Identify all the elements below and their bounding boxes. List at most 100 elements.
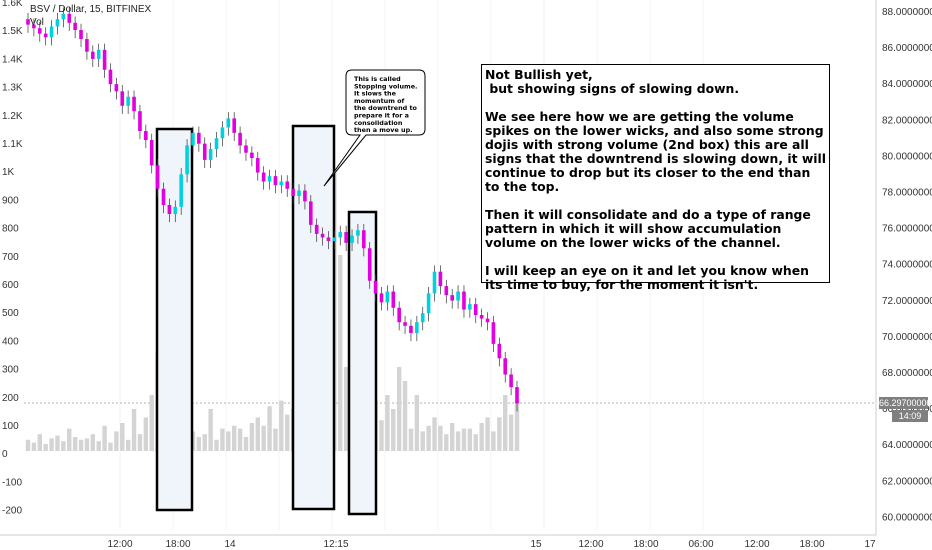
left-axis: 1.6K 1.5K 1.4K 1.3K 1.2K 1.1K 1K 900 800 700 600 50… <box>2 0 23 517</box>
volume-bar <box>249 423 255 451</box>
time-tick-label: 12:00 <box>744 539 769 550</box>
time-axis: 12:00 18:00 14 12:15 15 12:00 18:00 06:00 12:00 1… <box>107 539 876 550</box>
volume-bar <box>285 414 290 451</box>
volume-bar <box>485 417 490 451</box>
right-axis: 88.00000000 86.00000000 84.00000000 82.0000… <box>882 7 932 523</box>
volume-bar <box>273 428 278 451</box>
candle-body <box>191 132 195 146</box>
price-series <box>26 7 519 412</box>
candle-body <box>179 174 183 207</box>
volume-bar <box>232 425 237 451</box>
candle-body <box>108 69 113 85</box>
candle-body <box>468 304 472 310</box>
highlight-box <box>291 124 336 511</box>
time-tick-label: 12:00 <box>107 539 132 550</box>
volume-bar <box>444 434 449 451</box>
left-tick-label: 100 <box>2 421 19 432</box>
right-tick-label: 76.00000000 <box>882 224 932 235</box>
volume-bar <box>43 444 48 451</box>
candle-body <box>450 295 454 301</box>
candle-body <box>37 28 42 34</box>
volume-bar <box>467 428 473 451</box>
time-tick-label: 18:00 <box>165 539 190 550</box>
candle-body <box>132 96 136 112</box>
candle-body <box>420 313 425 323</box>
volume-bar <box>379 420 384 451</box>
time-tick-label: 12:00 <box>578 539 603 550</box>
candle-body <box>403 322 407 326</box>
candle-body <box>444 286 449 296</box>
candle-body <box>144 131 148 141</box>
volume-bar <box>72 437 78 451</box>
volume-bar <box>261 425 266 451</box>
left-tick-label: 1.1K <box>2 139 23 150</box>
candle-body <box>344 232 348 243</box>
volume-bar <box>255 417 260 451</box>
candle-body <box>332 237 337 242</box>
right-tick-label: 70.00000000 <box>882 332 932 343</box>
time-tick-label: 18:00 <box>633 539 658 550</box>
candle-body <box>102 49 107 70</box>
candle-body <box>303 190 307 202</box>
callout-text-line: the downtrend to <box>354 104 418 112</box>
candle-body <box>491 322 496 344</box>
volume-bar <box>461 428 467 451</box>
volume-bar <box>220 428 225 451</box>
countdown-tag: 14:09 <box>892 410 928 422</box>
candle-body <box>214 138 219 150</box>
time-tick-label: 06:00 <box>688 539 713 550</box>
left-tick-label: 0 <box>2 449 8 460</box>
time-tick-label: 12:15 <box>323 539 348 550</box>
candle-body <box>261 172 266 182</box>
right-tick-label: 72.00000000 <box>882 296 932 307</box>
right-tick-label: 86.00000000 <box>882 43 932 54</box>
candle-body <box>208 149 213 160</box>
candle-body <box>67 13 72 23</box>
left-tick-label: 1.6K <box>2 0 23 9</box>
left-tick-label: 300 <box>2 365 19 376</box>
callout-text-line: prepare it for a <box>354 112 409 120</box>
time-tick-label: 18:00 <box>799 539 824 550</box>
candle-body <box>391 291 396 308</box>
callout-text-line: consolidation <box>354 119 403 127</box>
last-price-tag: 66.29700000 <box>879 397 932 409</box>
candle-body <box>285 181 290 189</box>
left-tick-label: 1.3K <box>2 83 23 94</box>
candle-body <box>238 132 242 146</box>
volume-bar <box>402 381 408 451</box>
large-annotation: Not Bullish yet, but showing signs of sl… <box>481 64 830 292</box>
volume-bar <box>396 367 402 451</box>
volume-bar <box>25 439 31 451</box>
candle-body <box>49 26 54 38</box>
volume-bar <box>237 428 243 451</box>
candle-body <box>314 224 319 234</box>
left-tick-label: 1K <box>2 167 15 178</box>
left-tick-label: 600 <box>2 280 19 291</box>
candle-body <box>161 188 166 205</box>
candle-body <box>73 22 77 31</box>
candle-body <box>379 293 384 303</box>
volume-bar <box>243 437 249 451</box>
volume-bar <box>491 431 496 451</box>
candle-body <box>497 343 502 359</box>
candle-body <box>138 111 142 132</box>
volume-bar <box>503 395 508 451</box>
candle-body <box>432 271 437 294</box>
callout-bubble <box>323 69 426 187</box>
right-tick-label: 74.00000000 <box>882 260 932 271</box>
candle-body <box>167 204 172 214</box>
right-tick-label: 64.00000000 <box>882 440 932 451</box>
candle-body <box>385 291 390 303</box>
volume-bar <box>267 406 272 451</box>
candle-body <box>61 13 66 20</box>
candle-body <box>473 304 478 315</box>
candle-body <box>85 39 89 52</box>
volume-bar <box>37 434 42 451</box>
right-tick-label: 80.00000000 <box>882 151 932 162</box>
candle-body <box>155 165 160 189</box>
right-tick-label: 84.00000000 <box>882 79 932 90</box>
left-tick-label: 800 <box>2 224 19 235</box>
candle-body <box>273 176 278 186</box>
volume-bar <box>143 417 149 451</box>
time-tick-label: 17 <box>864 539 876 550</box>
